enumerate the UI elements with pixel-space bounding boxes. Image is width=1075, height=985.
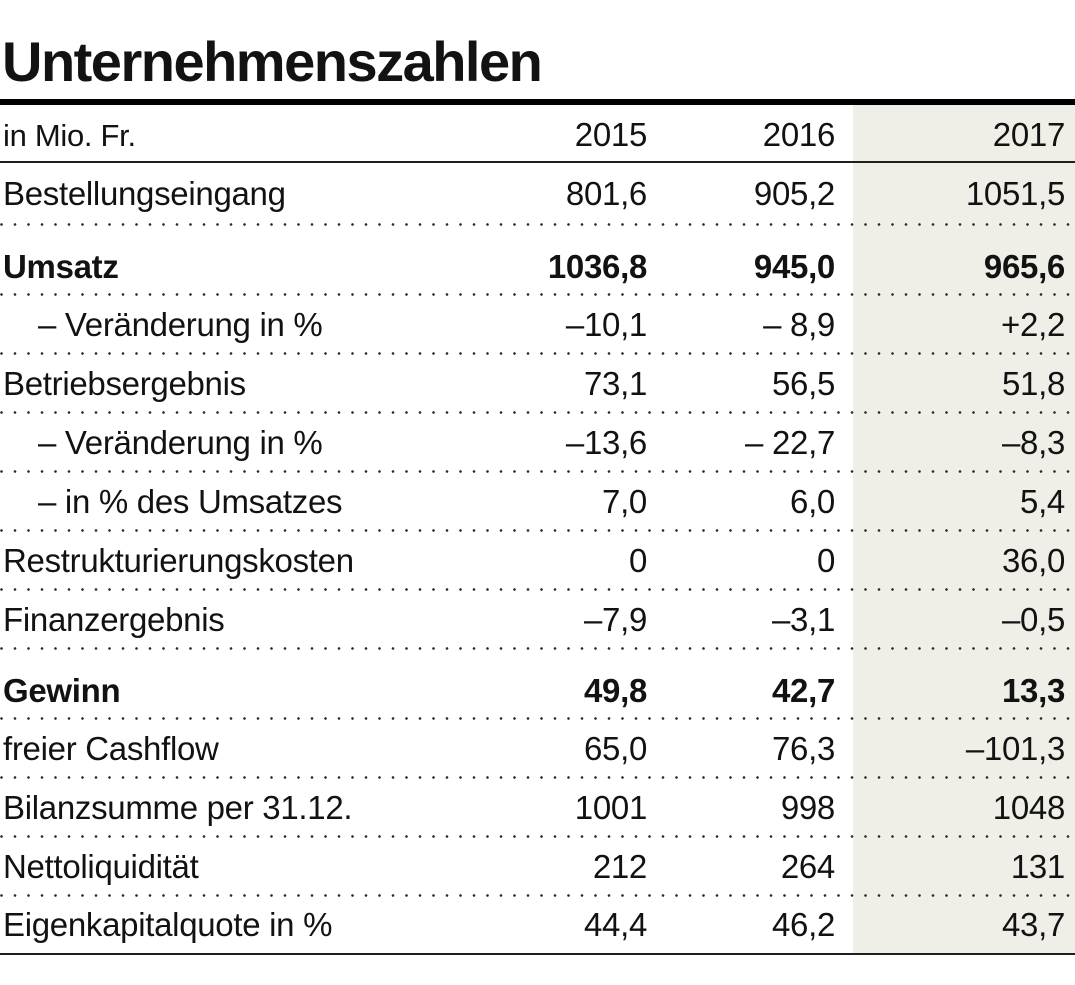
row-label: Finanzergebnis <box>3 600 225 638</box>
row-value: 131 <box>1010 847 1065 885</box>
row-value: 212 <box>592 847 647 885</box>
row-value: 7,0 <box>602 482 647 520</box>
row-value: – 8,9 <box>763 305 835 343</box>
row-value: 965,6 <box>983 248 1065 285</box>
company-figures-table: in Mio. Fr. 2015 2016 2017 Bestellungsei… <box>0 105 1075 955</box>
row-label: Gewinn <box>3 672 121 709</box>
row-value: 76,3 <box>771 729 835 767</box>
row-value: 1001 <box>574 788 648 826</box>
row-label: freier Cashflow <box>3 729 219 767</box>
row-label: Betriebsergebnis <box>3 364 246 402</box>
row-value: 998 <box>780 788 835 826</box>
title-block: Unternehmenszahlen <box>0 0 1075 99</box>
page-title: Unternehmenszahlen <box>2 30 543 93</box>
row-value: 1051,5 <box>965 175 1065 212</box>
row-label: Nettoliquidität <box>3 847 199 885</box>
row-value: 905,2 <box>753 175 835 212</box>
table-row: Bilanzsumme per 31.12. 1001 998 1048 <box>0 778 1075 838</box>
row-value: –0,5 <box>1001 600 1065 638</box>
table-row: Eigenkapitalquote in % 44,4 46,2 43,7 <box>0 896 1075 955</box>
table-body: Bestellungseingang 801,6 905,2 1051,5 Um… <box>0 163 1075 955</box>
row-value: 13,3 <box>1001 672 1065 709</box>
table-row: freier Cashflow 65,0 76,3 –101,3 <box>0 719 1075 779</box>
year-header-2015: 2015 <box>574 116 648 153</box>
row-label: Restrukturierungskosten <box>3 541 354 579</box>
table-row: – Veränderung in % –13,6 – 22,7 –8,3 <box>0 413 1075 473</box>
row-value: 5,4 <box>1020 482 1065 520</box>
row-label: Bestellungseingang <box>3 175 286 212</box>
row-value: 945,0 <box>753 248 835 285</box>
unit-label: in Mio. Fr. <box>3 118 136 153</box>
row-label: Umsatz <box>3 248 119 285</box>
row-value: 36,0 <box>1001 541 1065 579</box>
row-value: 0 <box>816 541 835 579</box>
row-value: 0 <box>628 541 647 579</box>
row-value: 1048 <box>992 788 1066 826</box>
row-label: – in % des Umsatzes <box>38 482 343 520</box>
row-value: +2,2 <box>1001 305 1065 343</box>
row-value: 42,7 <box>771 672 835 709</box>
row-label: – Veränderung in % <box>38 423 323 461</box>
year-header-2017: 2017 <box>992 116 1066 153</box>
row-label: Eigenkapitalquote in % <box>3 905 333 943</box>
table-row: – Veränderung in % –10,1 – 8,9 +2,2 <box>0 295 1075 355</box>
row-value: 44,4 <box>583 905 647 943</box>
row-value: 43,7 <box>1001 905 1065 943</box>
title-rule <box>0 99 1075 105</box>
year-header-2016: 2016 <box>762 116 836 153</box>
row-value: –13,6 <box>565 423 647 461</box>
row-value: –10,1 <box>565 305 647 343</box>
row-label: – Veränderung in % <box>38 305 323 343</box>
table-header-row: in Mio. Fr. 2015 2016 2017 <box>0 105 1075 163</box>
table-row: Gewinn 49,8 42,7 13,3 <box>0 649 1075 720</box>
table-row: Umsatz 1036,8 945,0 965,6 <box>0 225 1075 296</box>
row-value: – 22,7 <box>745 423 835 461</box>
table-row: Betriebsergebnis 73,1 56,5 51,8 <box>0 354 1075 414</box>
row-value: 1036,8 <box>547 248 647 285</box>
row-value: 264 <box>780 847 835 885</box>
row-value: 6,0 <box>790 482 835 520</box>
row-value: –8,3 <box>1001 423 1065 461</box>
row-value: 73,1 <box>583 364 647 402</box>
row-value: 801,6 <box>565 175 647 212</box>
row-value: 56,5 <box>771 364 835 402</box>
row-value: 65,0 <box>583 729 647 767</box>
table-row: Bestellungseingang 801,6 905,2 1051,5 <box>0 163 1075 226</box>
table-row: Finanzergebnis –7,9 –3,1 –0,5 <box>0 590 1075 650</box>
row-value: 46,2 <box>771 905 835 943</box>
row-value: –101,3 <box>965 729 1065 767</box>
row-value: –3,1 <box>771 600 835 638</box>
table-row: – in % des Umsatzes 7,0 6,0 5,4 <box>0 472 1075 532</box>
row-label: Bilanzsumme per 31.12. <box>3 788 353 826</box>
row-value: 51,8 <box>1001 364 1065 402</box>
row-value: 49,8 <box>583 672 647 709</box>
table-row: Restrukturierungskosten 0 0 36,0 <box>0 531 1075 591</box>
table-row: Nettoliquidität 212 264 131 <box>0 837 1075 897</box>
row-value: –7,9 <box>583 600 647 638</box>
